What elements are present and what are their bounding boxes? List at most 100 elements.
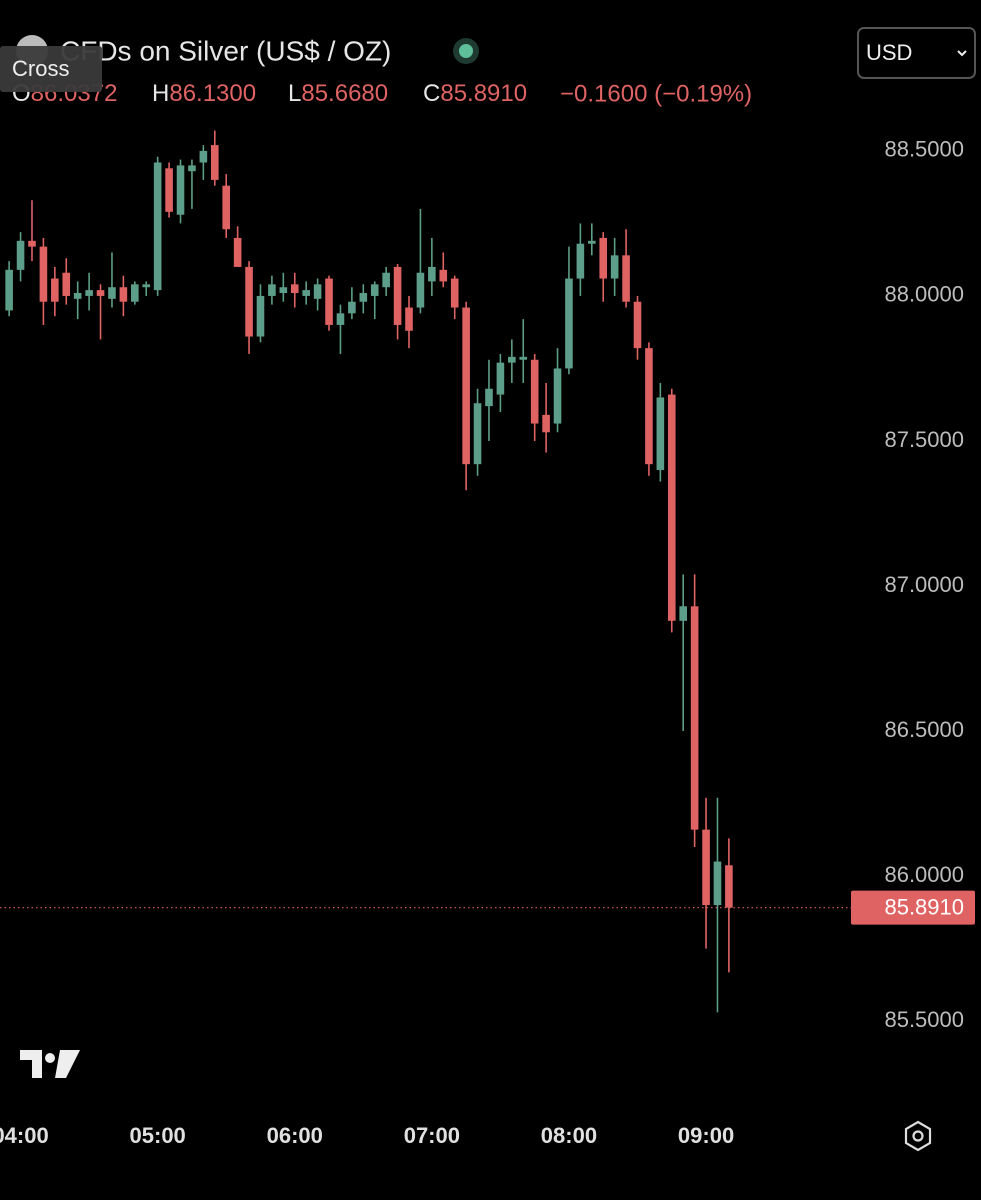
y-tick-label: 87.5000 <box>884 427 964 452</box>
candle-body <box>176 165 185 215</box>
y-tick-label: 88.5000 <box>884 137 964 162</box>
y-tick-label: 88.0000 <box>884 282 964 307</box>
candle-body <box>530 359 539 424</box>
candle-body <box>542 414 550 433</box>
y-tick-label: 87.0000 <box>884 572 964 597</box>
candle-body <box>325 278 333 325</box>
settings-icon[interactable] <box>904 1120 932 1152</box>
candle-body <box>473 403 482 465</box>
change: −0.1600 (−0.19%) <box>560 80 752 107</box>
legend-value: 85.8910 <box>440 80 527 107</box>
currency-text[interactable]: USD <box>866 40 912 65</box>
candle-body <box>5 269 13 311</box>
candle-body <box>268 284 276 296</box>
candle-body <box>199 150 208 163</box>
chart-title: CFDs on Silver (US$ / OZ) <box>60 35 391 66</box>
y-tick-label: 85.5000 <box>884 1007 964 1032</box>
candle-body <box>519 356 528 360</box>
candle-body <box>359 293 368 302</box>
candle-body <box>73 293 82 299</box>
legend-item: C85.8910 <box>423 80 527 107</box>
y-tick-label: 86.5000 <box>884 717 964 742</box>
candle-body <box>599 237 608 279</box>
candle-body <box>393 266 402 325</box>
x-tick-label: 04:00 <box>0 1123 49 1148</box>
candle-body <box>153 162 162 291</box>
x-tick-label: 09:00 <box>678 1123 734 1148</box>
candle-body <box>576 243 585 279</box>
cross-text: Cross <box>12 56 69 81</box>
candle-body <box>336 313 345 325</box>
candle-body <box>508 356 516 363</box>
candle-body <box>313 284 322 299</box>
candle-body <box>370 284 379 296</box>
last-price-box <box>851 890 975 925</box>
cross-tooltip <box>0 46 102 92</box>
candle-body <box>485 388 493 407</box>
candle-body <box>290 284 299 294</box>
candle-body <box>16 240 25 270</box>
y-tick-label: 86.0000 <box>884 862 964 887</box>
candle-body <box>610 255 619 279</box>
candle-body <box>416 272 425 308</box>
candle-body <box>713 861 722 906</box>
candle-body <box>450 278 459 308</box>
legend-letter: L <box>288 80 301 107</box>
candle-body <box>462 307 470 465</box>
candle-body <box>679 606 687 621</box>
candle-body <box>622 255 630 302</box>
x-tick-label: 06:00 <box>267 1123 323 1148</box>
candle-body <box>382 272 390 288</box>
candle-body <box>702 829 710 906</box>
candle-body <box>131 284 139 302</box>
candle-body <box>656 397 665 470</box>
candle-body <box>428 266 436 282</box>
candle-body <box>222 185 231 230</box>
candle-body <box>119 287 128 302</box>
candle-body <box>85 290 93 296</box>
status-dot <box>459 44 473 58</box>
candle-body <box>142 284 151 288</box>
candle-body <box>256 295 265 337</box>
candle-body <box>245 266 253 337</box>
candle-body <box>108 287 116 299</box>
x-tick-label: 07:00 <box>404 1123 460 1148</box>
candle-body <box>188 165 196 172</box>
candle-body <box>725 865 733 908</box>
legend-letter: H <box>152 80 169 107</box>
candle-body <box>210 145 219 180</box>
candle-body <box>690 606 699 830</box>
candle-body <box>28 240 36 247</box>
candle-body <box>405 307 413 331</box>
candle-body <box>348 301 356 314</box>
candle-body <box>279 287 288 294</box>
candle-body <box>645 348 653 465</box>
candle-body <box>439 269 448 282</box>
legend-letter: C <box>423 80 440 107</box>
candle-body <box>633 301 642 349</box>
tv-logo <box>20 1050 80 1078</box>
x-tick-label: 08:00 <box>541 1123 597 1148</box>
settings-icon-core <box>912 1130 924 1142</box>
candle-body <box>565 278 573 369</box>
candle-body <box>233 237 242 267</box>
legend-value: 85.6680 <box>301 80 388 107</box>
candle-body <box>51 278 59 302</box>
legend-value: 86.1300 <box>169 80 256 107</box>
legend-item: H86.1300 <box>152 80 256 107</box>
candle-body <box>62 272 71 296</box>
candle-body <box>588 240 596 244</box>
x-tick-label: 05:00 <box>130 1123 186 1148</box>
candle-body <box>165 168 173 212</box>
candle-body <box>302 290 310 296</box>
legend-item: L85.6680 <box>288 80 388 107</box>
candle-body <box>553 368 562 424</box>
last-price-label: 85.8910 <box>884 894 964 919</box>
chevron <box>957 50 967 57</box>
candle-body <box>496 362 505 395</box>
currency-select[interactable] <box>857 27 976 79</box>
candle-body <box>39 246 48 302</box>
